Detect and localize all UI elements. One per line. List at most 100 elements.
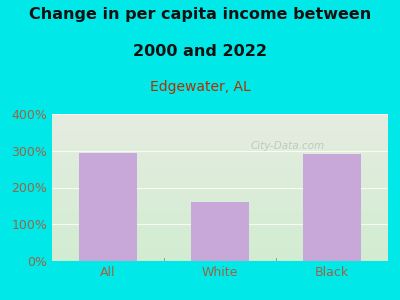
- Bar: [52, 236, 388, 238]
- Bar: [52, 177, 388, 179]
- Bar: [52, 154, 388, 155]
- Bar: [52, 167, 388, 168]
- Bar: [52, 252, 388, 253]
- Bar: [52, 238, 388, 239]
- Bar: [52, 215, 388, 217]
- Bar: [52, 163, 388, 164]
- Bar: [52, 158, 388, 160]
- Bar: [52, 240, 388, 242]
- Bar: [52, 192, 388, 194]
- Bar: [52, 255, 388, 256]
- Text: City-Data.com: City-Data.com: [250, 141, 324, 151]
- Bar: [52, 220, 388, 221]
- Bar: [52, 170, 388, 171]
- Bar: [52, 164, 388, 165]
- Bar: [52, 179, 388, 180]
- Bar: [52, 202, 388, 204]
- Bar: [52, 173, 388, 174]
- Bar: [52, 146, 388, 148]
- Bar: [52, 249, 388, 251]
- Bar: [52, 209, 388, 211]
- Text: 2000 and 2022: 2000 and 2022: [133, 44, 267, 59]
- Bar: [52, 226, 388, 227]
- Bar: [52, 245, 388, 246]
- Bar: [52, 243, 388, 245]
- Bar: [52, 149, 388, 151]
- Bar: [52, 221, 388, 223]
- Bar: [52, 182, 388, 183]
- Bar: [52, 129, 388, 130]
- Bar: [52, 139, 388, 140]
- Bar: [52, 188, 388, 189]
- Bar: [52, 116, 388, 117]
- Bar: [79, 153, 137, 261]
- Bar: [52, 157, 388, 158]
- Bar: [52, 190, 388, 192]
- Bar: [52, 186, 388, 188]
- Bar: [52, 254, 388, 255]
- Bar: [52, 205, 388, 207]
- Bar: [52, 123, 388, 124]
- Bar: [52, 194, 388, 195]
- Bar: [52, 143, 388, 145]
- Bar: [52, 160, 388, 161]
- Bar: [52, 242, 388, 243]
- Bar: [52, 180, 388, 182]
- Bar: [52, 208, 388, 209]
- Bar: [52, 176, 388, 177]
- Bar: [52, 142, 388, 143]
- Bar: [52, 211, 388, 212]
- Bar: [52, 258, 388, 260]
- Bar: [52, 198, 388, 199]
- Bar: [52, 232, 388, 233]
- Bar: [52, 212, 388, 214]
- Bar: [52, 118, 388, 120]
- Bar: [52, 218, 388, 220]
- Bar: [303, 154, 361, 261]
- Bar: [52, 196, 388, 198]
- Bar: [52, 207, 388, 208]
- Bar: [52, 124, 388, 126]
- Bar: [52, 136, 388, 137]
- Bar: [52, 121, 388, 123]
- Bar: [52, 140, 388, 142]
- Bar: [52, 233, 388, 235]
- Bar: [52, 256, 388, 258]
- Bar: [52, 214, 388, 215]
- Bar: [52, 168, 388, 170]
- Bar: [52, 217, 388, 218]
- Bar: [191, 202, 249, 261]
- Bar: [52, 224, 388, 226]
- Bar: [52, 201, 388, 202]
- Bar: [52, 183, 388, 184]
- Bar: [52, 230, 388, 232]
- Bar: [52, 174, 388, 176]
- Bar: [52, 246, 388, 248]
- Bar: [52, 189, 388, 190]
- Bar: [52, 195, 388, 196]
- Bar: [52, 133, 388, 135]
- Bar: [52, 132, 388, 133]
- Bar: [52, 155, 388, 157]
- Bar: [52, 199, 388, 201]
- Bar: [52, 120, 388, 121]
- Bar: [52, 151, 388, 152]
- Bar: [52, 152, 388, 154]
- Bar: [52, 229, 388, 230]
- Bar: [52, 251, 388, 252]
- Bar: [52, 260, 388, 261]
- Bar: [52, 130, 388, 132]
- Bar: [52, 127, 388, 129]
- Bar: [52, 166, 388, 167]
- Bar: [52, 239, 388, 240]
- Text: Change in per capita income between: Change in per capita income between: [29, 8, 371, 22]
- Bar: [52, 204, 388, 205]
- Bar: [52, 161, 388, 163]
- Bar: [52, 227, 388, 229]
- Bar: [52, 223, 388, 224]
- Bar: [52, 114, 388, 116]
- Bar: [52, 117, 388, 118]
- Bar: [52, 145, 388, 146]
- Text: Edgewater, AL: Edgewater, AL: [150, 80, 250, 94]
- Bar: [52, 184, 388, 186]
